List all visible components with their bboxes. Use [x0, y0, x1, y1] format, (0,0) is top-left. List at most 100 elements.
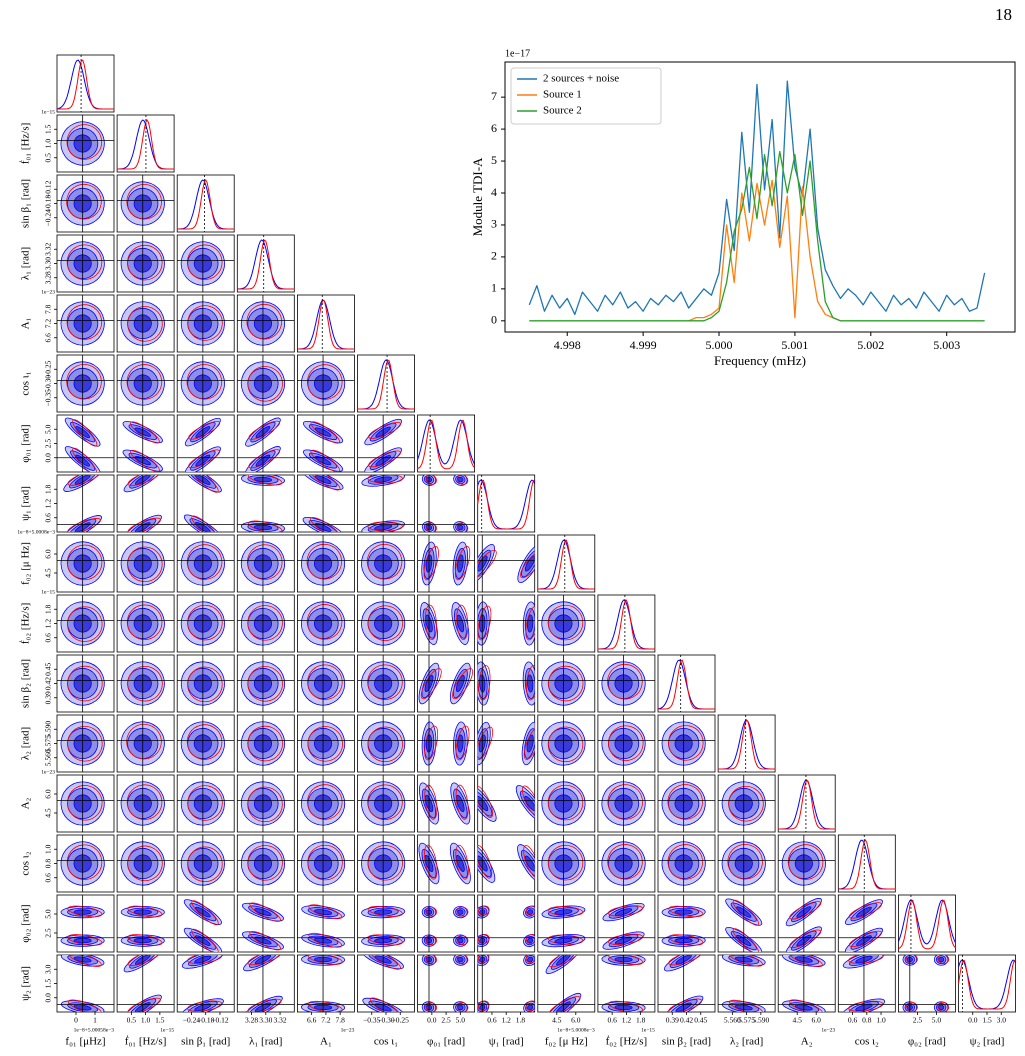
corner-cell	[296, 414, 355, 473]
corner-cell	[777, 774, 836, 833]
y-axis-label: A₂	[20, 797, 32, 809]
x-tick-label: 5.590	[752, 1016, 769, 1025]
y-axis-label: φ₀₁ [rad]	[20, 424, 32, 462]
cell-content	[357, 655, 415, 712]
cell-content	[117, 235, 175, 292]
y-tick-label: 1.8	[44, 604, 53, 614]
x-axis-label: λ₁ [rad]	[249, 1036, 282, 1048]
contour-blue	[457, 734, 464, 753]
contour-red	[548, 996, 581, 1012]
y-tick-label: 1.2	[44, 619, 53, 629]
contour-red	[68, 955, 102, 967]
cell-content	[177, 955, 235, 1012]
corner-cell	[236, 894, 295, 953]
cell-content	[57, 415, 114, 472]
contour-red	[668, 934, 704, 946]
contour-red	[367, 475, 403, 484]
y-tick-label: 5.590	[44, 721, 53, 738]
cell-content	[57, 775, 114, 832]
corner-cell	[176, 894, 235, 953]
corner-cell	[56, 174, 115, 233]
y-tick-label: 2.5	[44, 928, 53, 938]
x-tick-label: 4.5	[552, 1016, 562, 1025]
contour-red	[607, 933, 643, 945]
x-tick-label: 6.6	[307, 1016, 317, 1025]
contour-blue	[457, 956, 464, 963]
corner-cell	[417, 414, 476, 473]
contour-blue	[455, 854, 465, 873]
contour-red	[456, 935, 469, 946]
corner-cell	[537, 594, 596, 653]
contour-red	[130, 449, 160, 472]
cell-content	[838, 895, 896, 952]
x-tick-label: 5.002	[857, 338, 884, 352]
contour-red	[127, 475, 161, 486]
posterior-1d-red	[177, 178, 235, 230]
cell-content	[718, 775, 776, 832]
contour-red	[127, 934, 163, 946]
corner-cell	[176, 294, 235, 353]
y-tick-label: 7.2	[44, 319, 53, 329]
y-tick-label: 0.42	[44, 677, 53, 690]
contour-red	[248, 420, 281, 440]
x-axis-label: sin β₁ [rad]	[181, 1036, 230, 1048]
corner-cell	[296, 654, 355, 713]
y-tick-label: 4	[491, 185, 497, 199]
cell-content	[417, 655, 475, 712]
corner-cell	[657, 954, 716, 1013]
x-tick-label: 5.560	[724, 1016, 741, 1025]
cell-content	[417, 535, 475, 592]
y-tick-label: 7	[491, 89, 497, 103]
corner-cell	[236, 414, 295, 473]
cell-content	[477, 595, 535, 652]
legend-box	[510, 67, 662, 125]
corner-cell	[116, 474, 175, 533]
corner-cell	[417, 954, 476, 1013]
x-tick-label: 1.8	[516, 1016, 526, 1025]
contour-red	[906, 1001, 918, 1012]
posterior-1d-red	[838, 838, 896, 890]
cell-content	[658, 835, 715, 892]
contour-red	[247, 366, 283, 402]
corner-cell	[236, 654, 295, 713]
contour-blue	[527, 956, 534, 963]
posterior-1d-red	[658, 659, 715, 710]
corner-cell	[537, 654, 596, 713]
x-offset-label: 1e−15	[641, 1027, 655, 1033]
contour-red	[307, 364, 343, 400]
x-tick-label: 0.0	[968, 1016, 978, 1025]
y-tick-label: 0.6	[44, 513, 53, 523]
cell-content	[177, 835, 235, 892]
corner-cell	[176, 234, 235, 293]
contour-red	[367, 784, 403, 820]
contour-red	[668, 905, 704, 918]
corner-cell	[116, 714, 175, 773]
corner-cell	[236, 474, 295, 533]
contour-red	[66, 304, 103, 340]
corner-cell	[56, 114, 115, 173]
corner-cell	[236, 774, 295, 833]
posterior-1d-red	[537, 539, 595, 590]
contour-red	[547, 844, 584, 881]
contour-red	[477, 785, 494, 818]
corner-cell	[537, 774, 596, 833]
contour-red	[789, 955, 823, 968]
contour-blue	[524, 795, 535, 812]
cell-content	[477, 655, 535, 712]
corner-cell	[477, 834, 536, 893]
cell-content	[117, 175, 175, 232]
contour-red	[789, 901, 822, 920]
cell-content	[838, 955, 896, 1012]
y-tick-label: 4.5	[44, 568, 53, 578]
contour-blue	[457, 476, 464, 483]
x-axis-label: ḟ₀₂ [Hz/s]	[606, 1036, 648, 1048]
corner-cell	[357, 354, 415, 413]
contour-red	[522, 785, 535, 818]
x-tick-label: 0.6	[487, 1016, 497, 1025]
contour-red	[66, 544, 103, 581]
y-tick-label: 1	[491, 281, 497, 295]
contour-red	[477, 726, 494, 760]
corner-cell	[357, 414, 415, 473]
cell-content	[537, 835, 595, 892]
contour-red	[547, 665, 584, 702]
